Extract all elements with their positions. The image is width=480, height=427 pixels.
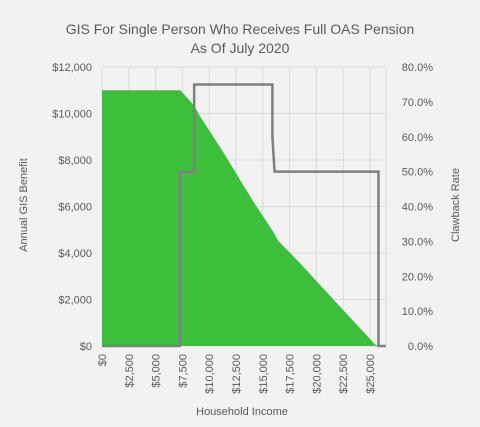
y-tick-label: $4,000 xyxy=(58,248,92,260)
x-tick-label: $5,000 xyxy=(151,354,163,388)
y-tick-label: $0 xyxy=(80,341,92,353)
y2-tick-label: 70.0% xyxy=(402,97,433,109)
x-tick-label: $25,000 xyxy=(365,354,377,394)
x-tick-label: $17,500 xyxy=(285,354,297,394)
gis-benefit-area-layer xyxy=(102,90,381,346)
gis-benefit-area xyxy=(102,90,381,346)
left-axis-tick-labels: $0 $2,000 $4,000 $6,000 $8,000 $10,000 $12,000 xyxy=(52,62,92,353)
clawback-rate-line-layer xyxy=(102,83,386,348)
x-tick-label: $2,500 xyxy=(124,354,136,388)
x-tick-label: $7,500 xyxy=(177,354,189,388)
x-tick-label: $10,000 xyxy=(204,354,216,394)
y-tick-label: $6,000 xyxy=(58,202,92,214)
y-axis-title: Annual GIS Benefit xyxy=(18,158,30,252)
y-tick-label: $12,000 xyxy=(52,62,92,74)
clawback-rate-line xyxy=(102,83,386,348)
x-tick-label: $12,500 xyxy=(231,354,243,394)
x-axis-tick-labels: $0 $2,500 $5,000 $7,500 $10,000 $12,500 $15,00… xyxy=(97,354,377,394)
y-tick-label: $2,000 xyxy=(58,295,92,307)
chart-title-line2: As Of July 2020 xyxy=(191,40,290,56)
y-tick-label: $10,000 xyxy=(52,109,92,121)
y-tick-label: $8,000 xyxy=(58,155,92,167)
right-axis-tick-labels: 0.0% 10.0% 20.0% 30.0% 40.0% 50.0% 60.0% 70.0% 8… xyxy=(402,62,433,353)
x-tick-label: $15,000 xyxy=(258,354,270,394)
y2-tick-label: 60.0% xyxy=(402,132,433,144)
y2-tick-label: 50.0% xyxy=(402,167,433,179)
x-tick-label: $22,500 xyxy=(338,354,350,394)
y2-axis-title: Clawback Rate xyxy=(450,168,462,242)
y2-tick-label: 30.0% xyxy=(402,236,433,248)
x-tick-label: $0 xyxy=(97,354,109,366)
y2-tick-label: 80.0% xyxy=(402,62,433,74)
y2-tick-label: 10.0% xyxy=(402,306,433,318)
y2-tick-label: 40.0% xyxy=(402,202,433,214)
x-tick-label: $20,000 xyxy=(311,354,323,394)
y2-tick-label: 0.0% xyxy=(408,341,433,353)
x-axis-title: Household Income xyxy=(196,406,288,418)
y2-tick-label: 20.0% xyxy=(402,271,433,283)
chart-title-line1: GIS For Single Person Who Receives Full … xyxy=(66,21,415,37)
